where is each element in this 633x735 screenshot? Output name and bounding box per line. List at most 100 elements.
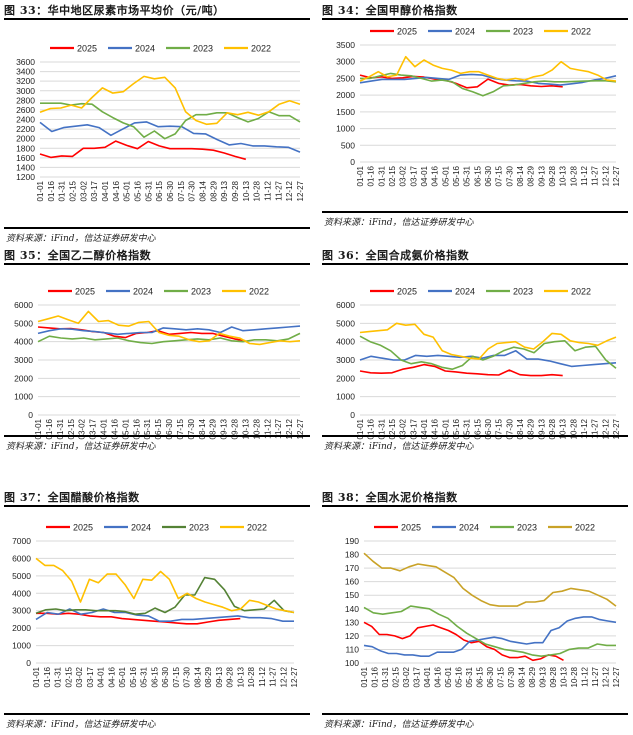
chart-fig38: 2025 2024 2023 2022 100 110 120 130 140 150 160 170… [345, 523, 621, 688]
source-rule [4, 435, 310, 437]
legend-label-2025: 2025 [401, 523, 421, 533]
source-rule [4, 713, 310, 715]
x-tick-label: 10-13 [241, 418, 250, 439]
y-tick-label: 5000 [336, 318, 355, 328]
x-tick-label: 10-28 [569, 418, 578, 439]
x-tick-label: 12-27 [612, 165, 621, 186]
x-tick-label: 08-29 [527, 418, 536, 439]
chart-fig33: 2025 2024 2023 2022 120014001600180020002200… [16, 44, 305, 202]
chart-fig37: 2025 2024 2023 2022 0 1000 2000 3000 4000 5000 600… [12, 523, 299, 688]
x-tick-label: 05-16 [455, 666, 464, 687]
chart-title: 图 34：全国甲醇价格指数 [322, 4, 458, 17]
series-line-2023 [37, 332, 301, 345]
x-tick-label: 05-31 [465, 666, 474, 687]
x-tick-label: 01-01 [356, 165, 365, 186]
x-tick-label: 10-13 [560, 666, 569, 687]
x-tick-label: 11-27 [274, 418, 283, 438]
legend-label-2025: 2025 [73, 523, 93, 533]
x-tick-label: 07-30 [188, 180, 197, 201]
x-tick-label: 11-27 [274, 180, 283, 200]
legend-label-2024: 2024 [133, 287, 153, 297]
chart-title: 图 35：全国乙二醇价格指数 [4, 249, 152, 262]
x-tick-label: 10-13 [559, 418, 568, 439]
source-rule [322, 211, 628, 213]
y-tick-label: 2500 [336, 73, 355, 83]
y-tick-label: 3000 [336, 355, 355, 365]
x-tick-label: 06-15 [473, 418, 482, 439]
x-tick-label: 04-01 [97, 666, 106, 687]
x-tick-label: 05-31 [143, 418, 152, 439]
x-tick-label: 12-12 [602, 666, 611, 687]
x-tick-label: 01-16 [47, 180, 56, 201]
x-tick-label: 04-16 [431, 418, 440, 439]
x-tick-label: 08-29 [528, 666, 537, 687]
y-tick-label: 180 [345, 550, 359, 560]
y-tick-label: 500 [341, 140, 355, 150]
x-tick-label: 05-31 [463, 165, 472, 186]
chart-title: 图 36：全国合成氨价格指数 [322, 249, 470, 262]
panel-fig37: 图 37：全国醋酸价格指数 2025 2024 2023 2022 0 1000 2000 3… [0, 487, 310, 735]
x-tick-label: 07-15 [497, 666, 506, 687]
series-line-2022 [37, 310, 301, 346]
x-tick-label: 07-15 [495, 165, 504, 186]
x-tick-label: 03-02 [402, 666, 411, 687]
y-tick-label: 7000 [12, 536, 31, 546]
x-tick-label: 05-16 [134, 180, 143, 201]
x-tick-label: 02-15 [64, 666, 73, 687]
y-tick-label: 4000 [336, 337, 355, 347]
x-tick-label: 06-30 [484, 165, 493, 186]
legend-label-2022: 2022 [571, 287, 591, 297]
legend-label-2024: 2024 [455, 287, 475, 297]
legend-label-2024: 2024 [131, 523, 151, 533]
x-tick-label: 01-31 [56, 418, 65, 439]
x-tick-label: 08-14 [193, 666, 202, 687]
x-tick-label: 08-29 [209, 180, 218, 201]
x-tick-label: 02-15 [388, 165, 397, 186]
x-tick-label: 04-01 [101, 180, 110, 201]
series-line-2023 [35, 576, 295, 615]
y-tick-label: 120 [345, 631, 359, 641]
y-tick-label: 110 [345, 644, 359, 654]
x-tick-label: 09-28 [548, 165, 557, 186]
y-tick-label: 2000 [14, 373, 33, 383]
source-note: 资料来源：iFind，信达证券研发中心 [6, 234, 156, 244]
y-tick-label: 4000 [12, 588, 31, 598]
series-line-2022 [363, 552, 617, 607]
x-tick-label: 10-28 [252, 418, 261, 439]
y-tick-label: 2000 [336, 90, 355, 100]
legend-label-2023: 2023 [513, 287, 533, 297]
source-rule [4, 227, 310, 229]
x-tick-label: 07-30 [183, 666, 192, 687]
legend-label-2023: 2023 [193, 44, 213, 54]
legend-label-2022: 2022 [247, 523, 267, 533]
x-tick-label: 05-01 [444, 666, 453, 687]
series-line-2025 [359, 363, 563, 377]
x-tick-label: 05-31 [463, 418, 472, 439]
x-tick-label: 04-01 [420, 418, 429, 439]
x-tick-label: 06-15 [155, 180, 164, 201]
x-tick-label: 05-16 [129, 666, 138, 687]
x-tick-label: 03-17 [90, 180, 99, 201]
x-tick-label: 08-29 [527, 165, 536, 186]
series-line-2023 [40, 102, 301, 140]
source-note: 资料来源：iFind，信达证券研发中心 [324, 218, 474, 228]
x-tick-label: 09-13 [220, 418, 229, 439]
x-tick-label: 08-14 [198, 418, 207, 439]
legend: 2025 2024 2023 2022 [374, 523, 595, 533]
x-tick-label: 10-13 [242, 180, 251, 201]
x-tick-label: 04-01 [420, 165, 429, 186]
series-line-2023 [363, 605, 616, 657]
title-rule [322, 18, 628, 20]
y-tick-label: 2200 [16, 124, 35, 134]
x-tick-label: 07-15 [176, 418, 185, 439]
x-tick-label: 12-12 [285, 418, 294, 439]
title-rule [322, 505, 628, 507]
x-tick-label: 11-12 [580, 165, 589, 185]
x-tick-label: 08-14 [199, 180, 208, 201]
legend-label-2023: 2023 [513, 27, 533, 37]
x-tick-label: 11-12 [580, 418, 589, 438]
x-tick-label: 01-31 [58, 180, 67, 201]
x-tick-label: 08-14 [518, 666, 527, 687]
x-tick-label: 12-12 [601, 418, 610, 439]
x-tick-label: 04-16 [431, 165, 440, 186]
